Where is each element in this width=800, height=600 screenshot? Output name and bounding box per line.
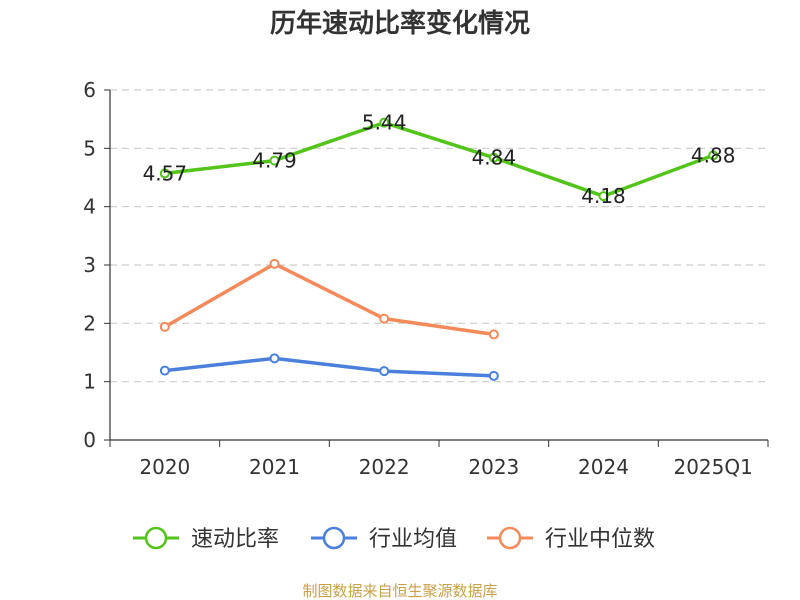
data-point bbox=[269, 353, 280, 364]
data-label: 4.57 bbox=[143, 161, 188, 185]
data-label: 4.88 bbox=[691, 143, 736, 167]
data-point bbox=[159, 168, 170, 179]
x-tick-label: 2024 bbox=[578, 455, 629, 479]
legend-label: 行业中位数 bbox=[545, 527, 655, 552]
chart-title: 历年速动比率变化情况 bbox=[270, 8, 530, 39]
data-label: 4.18 bbox=[581, 184, 626, 208]
data-point bbox=[379, 313, 390, 324]
data-labels: 4.57 4.79 5.44 4.84 4.18 4.88 bbox=[143, 111, 736, 209]
data-label: 4.84 bbox=[472, 146, 517, 170]
x-tick-label: 2021 bbox=[249, 455, 300, 479]
x-tick-label: 2023 bbox=[468, 455, 519, 479]
data-point bbox=[488, 329, 499, 340]
series-layer bbox=[159, 117, 719, 381]
legend-item-1[interactable]: 行业均值 bbox=[311, 526, 457, 552]
y-tick-label: 3 bbox=[83, 253, 96, 277]
data-point bbox=[159, 321, 170, 332]
data-label: 5.44 bbox=[362, 111, 407, 135]
axes: 0 1 2 3 4 5 6 2020 2021 2022 2023 2024 2025Q1 bbox=[83, 78, 769, 479]
series-line-0 bbox=[163, 120, 715, 198]
x-tick-label: 2022 bbox=[359, 455, 410, 479]
source-footnote: 制图数据来自恒生聚源数据库 bbox=[302, 582, 497, 600]
x-tick-label: 2025Q1 bbox=[673, 455, 752, 479]
data-point bbox=[708, 150, 719, 161]
y-tick-label: 1 bbox=[83, 370, 96, 394]
data-point bbox=[379, 117, 390, 128]
legend[interactable]: 速动比率 行业均值 行业中位数 bbox=[133, 526, 655, 552]
y-tick-label: 5 bbox=[83, 136, 96, 160]
data-point bbox=[269, 258, 280, 269]
gridlines bbox=[110, 89, 768, 383]
legend-marker bbox=[144, 526, 168, 550]
y-tick-label: 2 bbox=[83, 311, 96, 335]
data-point bbox=[379, 366, 390, 377]
legend-item-2[interactable]: 行业中位数 bbox=[487, 526, 655, 552]
legend-item-0[interactable]: 速动比率 bbox=[133, 526, 279, 552]
data-point bbox=[488, 152, 499, 163]
data-point bbox=[598, 191, 609, 202]
legend-marker bbox=[498, 526, 522, 550]
data-point bbox=[488, 370, 499, 381]
data-point bbox=[159, 365, 170, 376]
legend-label: 行业均值 bbox=[369, 527, 457, 552]
legend-label: 速动比率 bbox=[191, 527, 279, 552]
y-tick-label: 6 bbox=[83, 78, 96, 102]
series-line-2 bbox=[163, 262, 496, 337]
data-label: 4.79 bbox=[252, 149, 297, 173]
y-tick-label: 0 bbox=[83, 428, 96, 452]
x-tick-label: 2020 bbox=[139, 455, 190, 479]
series-line-1 bbox=[163, 356, 496, 378]
y-tick-label: 4 bbox=[83, 195, 96, 219]
data-point bbox=[269, 155, 280, 166]
legend-marker bbox=[322, 526, 346, 550]
